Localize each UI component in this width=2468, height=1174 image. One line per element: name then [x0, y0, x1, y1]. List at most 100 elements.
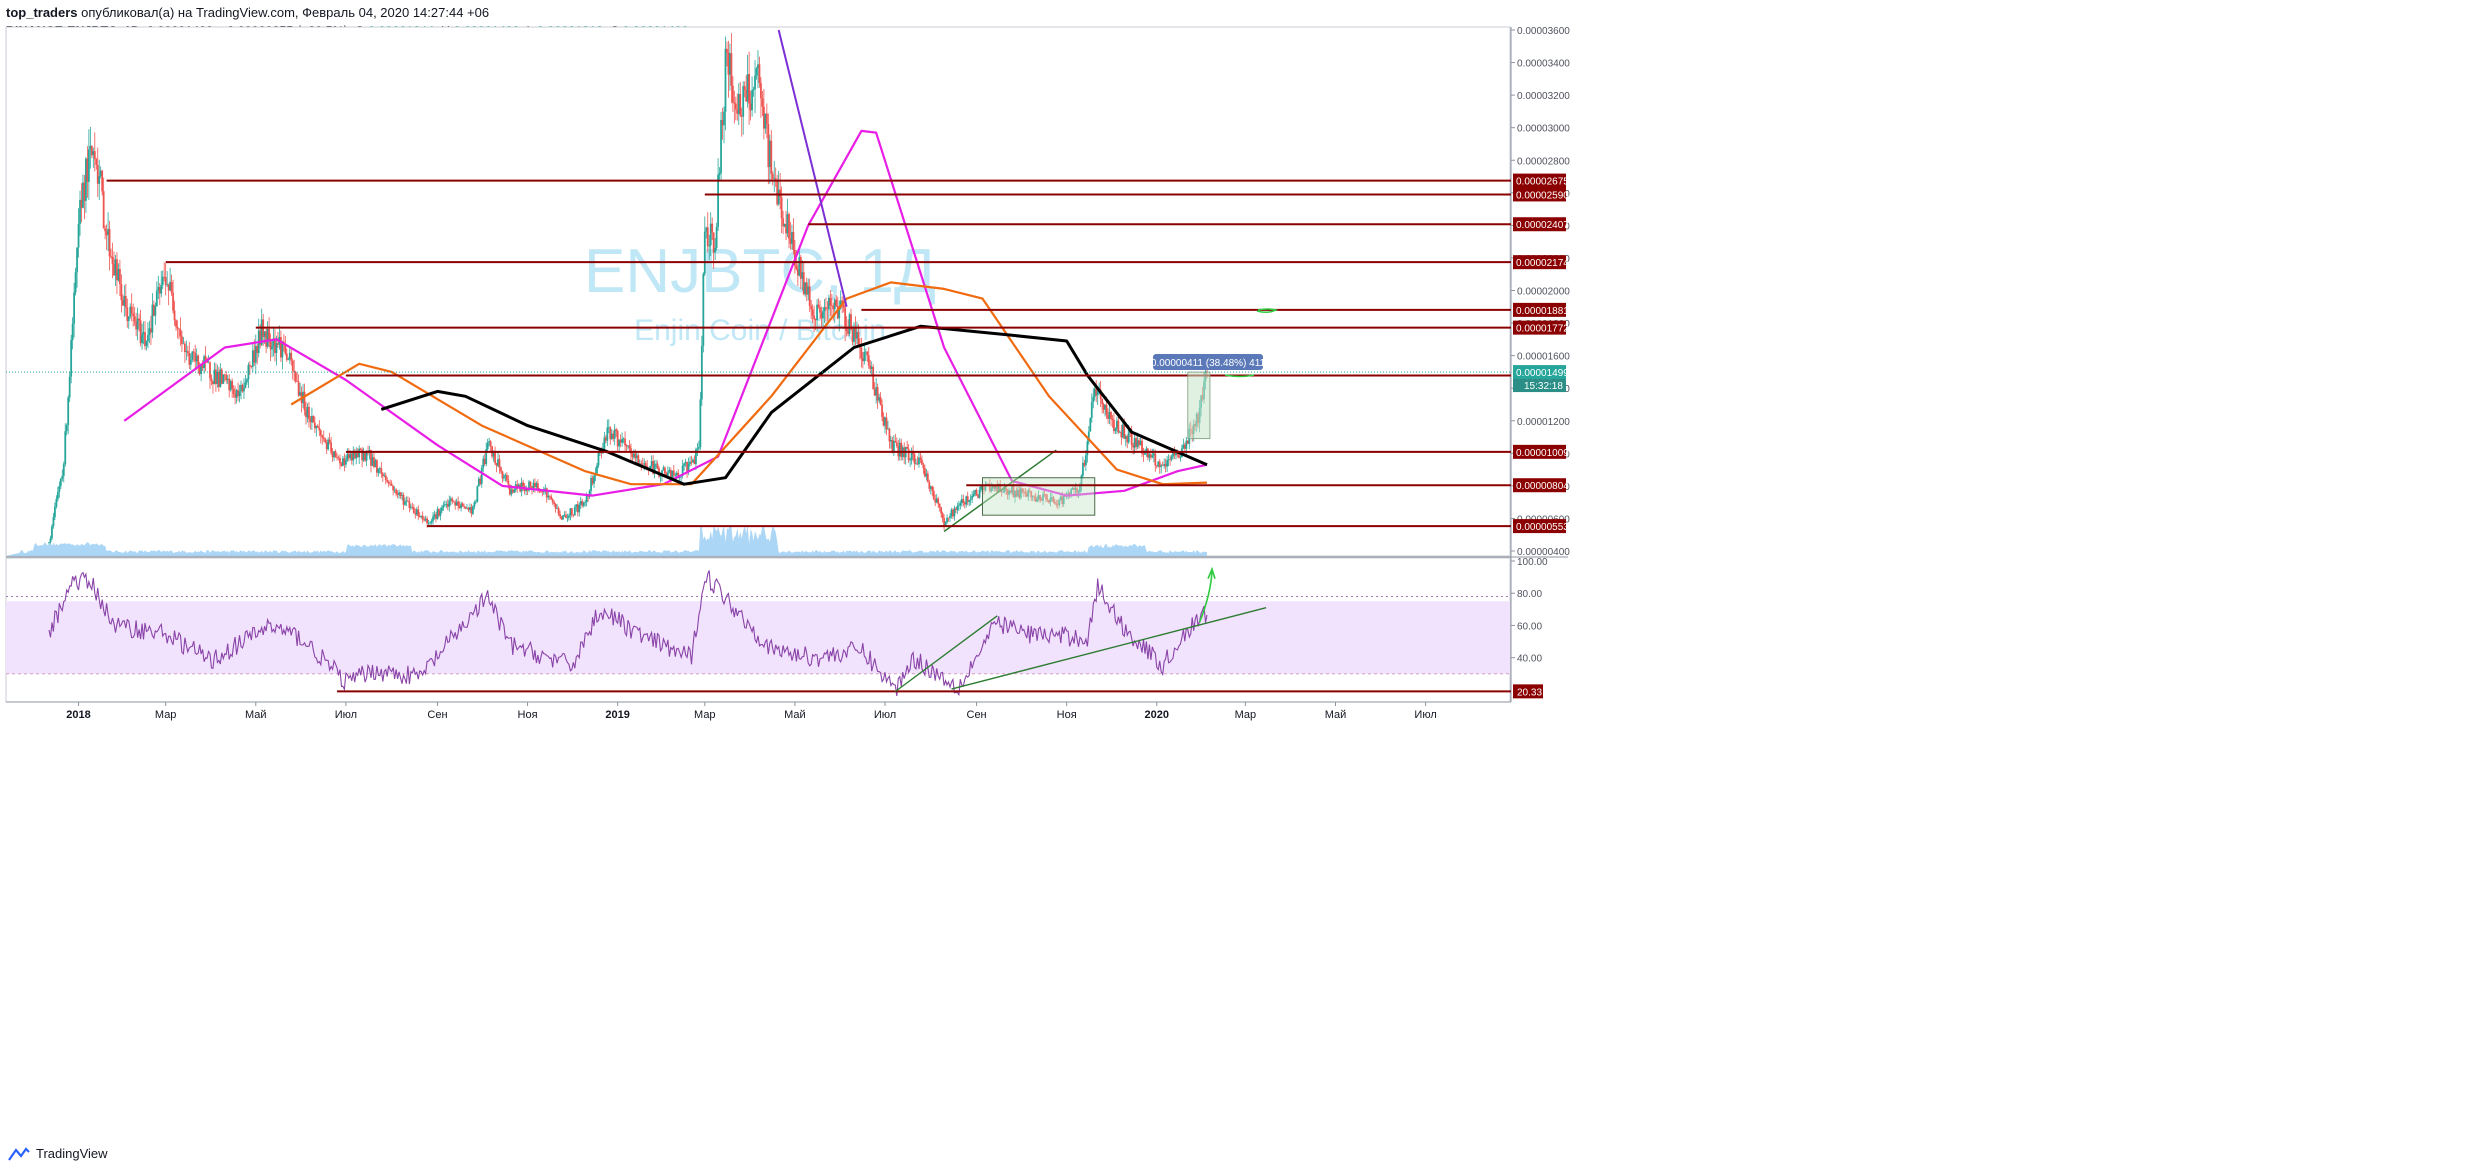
candle	[1006, 488, 1009, 500]
candle	[604, 435, 607, 444]
candle	[662, 465, 665, 471]
candle	[494, 446, 496, 465]
candle	[404, 497, 406, 507]
candle-body	[58, 485, 61, 492]
price-pane[interactable]	[5, 26, 1511, 557]
candle-body	[476, 486, 479, 502]
candle-body	[352, 450, 355, 461]
candle-body	[315, 425, 318, 429]
candle-body	[361, 449, 364, 461]
candle	[573, 504, 576, 516]
candle	[319, 429, 322, 444]
price-tick-label: 0.00003200	[1517, 91, 1570, 102]
candle	[739, 81, 742, 118]
candle-body	[55, 498, 58, 507]
candle-body	[1056, 504, 1059, 506]
arrow-head-icon	[1207, 566, 1216, 580]
candle	[848, 312, 851, 337]
time-tick-label: 2019	[605, 709, 629, 721]
candle-body	[860, 347, 863, 359]
candle	[1110, 410, 1112, 427]
candle	[603, 431, 606, 452]
candle	[179, 317, 182, 346]
candle	[774, 167, 777, 187]
candle-body	[965, 496, 968, 505]
candle-body	[994, 485, 997, 489]
candle-body	[195, 355, 198, 362]
candle	[572, 514, 575, 518]
candle	[887, 420, 889, 430]
candle	[802, 261, 805, 296]
candle-body	[712, 232, 715, 253]
publisher-name[interactable]: top_traders	[6, 5, 78, 20]
candle-body	[477, 478, 480, 487]
candle-body	[469, 507, 471, 511]
candle	[890, 435, 892, 449]
candle-body	[1145, 448, 1148, 453]
candle-body	[446, 504, 449, 507]
candle	[529, 481, 532, 489]
candle	[702, 272, 705, 353]
candle-body	[624, 438, 626, 446]
candle	[108, 220, 111, 271]
candle	[762, 89, 765, 140]
candle-body	[461, 503, 464, 506]
candle	[390, 480, 393, 486]
candle-body	[229, 380, 232, 391]
candle	[147, 322, 149, 349]
candle-body	[1161, 465, 1164, 467]
candle-body	[796, 269, 799, 276]
candle-body	[1124, 436, 1127, 439]
candle	[591, 475, 594, 486]
candle	[200, 364, 203, 382]
candle	[275, 335, 278, 366]
candle-body	[324, 438, 327, 443]
candle-body	[715, 226, 718, 248]
candle	[393, 486, 396, 494]
candle	[1018, 486, 1021, 500]
footer-brand[interactable]: TradingView	[36, 1146, 108, 1161]
candle	[900, 438, 903, 461]
candle	[76, 247, 78, 288]
candle-body	[932, 490, 935, 500]
candle	[1009, 489, 1012, 494]
candle-body	[290, 352, 293, 361]
candle-body	[123, 295, 126, 306]
candle-body	[724, 48, 727, 112]
candle-body	[584, 502, 587, 503]
candle	[884, 416, 886, 434]
candle-body	[1170, 456, 1173, 460]
candle	[910, 447, 913, 465]
candle-body	[299, 392, 301, 396]
candle-body	[285, 353, 288, 360]
candle-body	[1167, 459, 1170, 461]
candle-body	[898, 442, 901, 457]
candle	[272, 327, 275, 357]
candle	[463, 503, 465, 509]
candle	[923, 464, 926, 478]
candle	[1086, 435, 1089, 463]
candle-body	[494, 452, 496, 464]
candle	[482, 455, 485, 473]
candle-body	[758, 64, 761, 83]
candle	[730, 33, 733, 104]
candle	[943, 514, 945, 530]
candle-body	[331, 452, 334, 458]
candle-body	[740, 115, 743, 117]
candle-body	[356, 453, 359, 458]
candle	[371, 453, 374, 467]
measure-box	[1187, 371, 1211, 440]
candle	[760, 77, 762, 118]
candle	[844, 305, 847, 342]
candle-body	[534, 482, 536, 488]
candle	[565, 510, 567, 519]
candle	[417, 505, 420, 520]
candle	[316, 424, 319, 428]
candle	[132, 303, 135, 327]
candle-body	[98, 176, 101, 184]
candle-body	[1117, 420, 1120, 433]
candle	[237, 382, 239, 402]
candle-body	[498, 459, 501, 468]
candle-body	[875, 387, 878, 396]
